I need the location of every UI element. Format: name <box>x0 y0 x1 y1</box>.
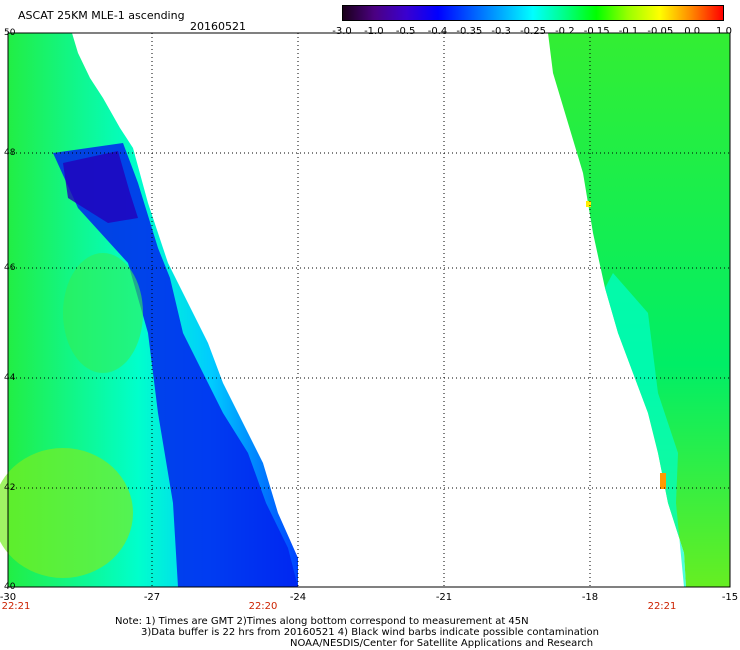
y-tick-label: 50 <box>4 28 16 38</box>
y-tick-label: 40 <box>4 582 16 592</box>
x-tick-label: -15 <box>721 592 739 603</box>
swath-left-green-area <box>0 448 133 578</box>
y-tick-label: 46 <box>4 263 16 273</box>
y-tick-label: 44 <box>4 373 16 383</box>
plot-frame <box>7 32 731 588</box>
swath-left-low-band <box>53 143 298 587</box>
colorbar-tick-label: -3.0 <box>332 26 352 37</box>
note-line-1: Note: 1) Times are GMT 2)Times along bot… <box>115 616 529 627</box>
colorbar-tick-label: -0.05 <box>647 26 674 37</box>
colorbar-tick-label: 1.0 <box>716 26 732 37</box>
time-label-right: 22:21 <box>647 601 677 612</box>
colorbar-tick-label: -0.15 <box>583 26 610 37</box>
gridlines <box>8 33 730 587</box>
time-label-middle: 22:20 <box>248 601 278 612</box>
swath-right-yellow-pixel <box>586 201 591 207</box>
colorbar-tick-label: -0.4 <box>427 26 448 37</box>
map-title: ASCAT 25KM MLE-1 ascending <box>18 9 185 22</box>
x-tick-label: -18 <box>581 592 599 603</box>
colorbar-tick-label: -0.25 <box>520 26 546 37</box>
time-label-left: 22:21 <box>1 601 31 612</box>
x-tick-label: -27 <box>143 592 161 603</box>
y-tick-label: 42 <box>4 483 16 493</box>
swath-right-cyan-edge <box>605 273 686 587</box>
map-date: 20160521 <box>190 20 246 33</box>
x-tick-label: -24 <box>289 592 307 603</box>
colorbar-tick-label: -1.0 <box>364 26 384 37</box>
x-tick-label: -21 <box>435 592 453 603</box>
note-line-3: NOAA/NESDIS/Center for Satellite Applica… <box>290 638 594 649</box>
y-tick-label: 48 <box>4 148 16 158</box>
swath-left-min <box>63 151 138 223</box>
x-tick-label: -30 <box>0 592 17 603</box>
colorbar-tick-label: -0.5 <box>395 26 416 37</box>
colorbar-tick-label: -0.3 <box>491 26 511 37</box>
colorbar <box>342 5 724 21</box>
note-line-2: 3)Data buffer is 22 hrs from 20160521 4)… <box>141 627 599 638</box>
swath-left-green-mid <box>63 253 143 373</box>
colorbar-tick-label: -0.35 <box>456 26 483 37</box>
colorbar-tick-label: -0.2 <box>555 26 575 37</box>
colorbar-tick-label: 0.0 <box>684 26 701 37</box>
swath-right-orange-pixel <box>660 473 666 489</box>
swath-map <box>0 32 731 588</box>
colorbar-tick-label: -0.1 <box>618 26 639 37</box>
